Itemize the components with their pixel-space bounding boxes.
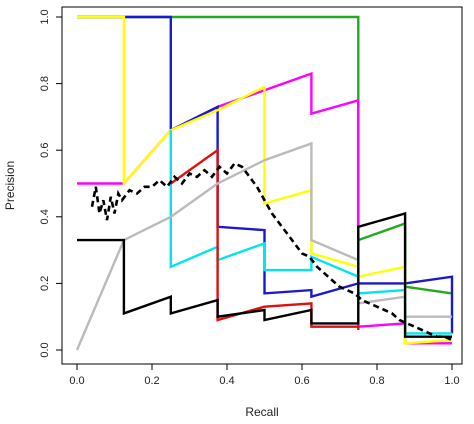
- y-tick-label: 0.4: [39, 209, 51, 224]
- x-tick-label: 0.4: [219, 375, 234, 387]
- y-tick-label: 0.0: [39, 342, 51, 357]
- series-line-3: [77, 15, 453, 345]
- x-tick-label: 0.8: [369, 375, 384, 387]
- x-tick-label: 0.0: [69, 375, 84, 387]
- series-line-7: [77, 211, 452, 338]
- y-axis: 0.0 0.2 0.4 0.6 0.8 1.0: [39, 9, 62, 358]
- y-tick-label: 1.0: [39, 9, 51, 24]
- x-axis-label: Recall: [245, 405, 278, 419]
- y-tick-label: 0.6: [39, 143, 51, 158]
- y-tick-label: 0.8: [39, 76, 51, 91]
- y-tick-label: 0.2: [39, 276, 51, 291]
- plot-border: [61, 6, 463, 365]
- y-axis-label: Precision: [3, 161, 17, 210]
- x-tick-label: 0.2: [144, 375, 159, 387]
- x-tick-label: 0.6: [294, 375, 309, 387]
- series-layer: [75, 15, 454, 351]
- x-axis: 0.0 0.2 0.4 0.6 0.8 1.0: [69, 364, 460, 387]
- series-line-5: [170, 147, 360, 330]
- x-tick-label: 1.0: [444, 375, 459, 387]
- series-line-8: [90, 161, 453, 342]
